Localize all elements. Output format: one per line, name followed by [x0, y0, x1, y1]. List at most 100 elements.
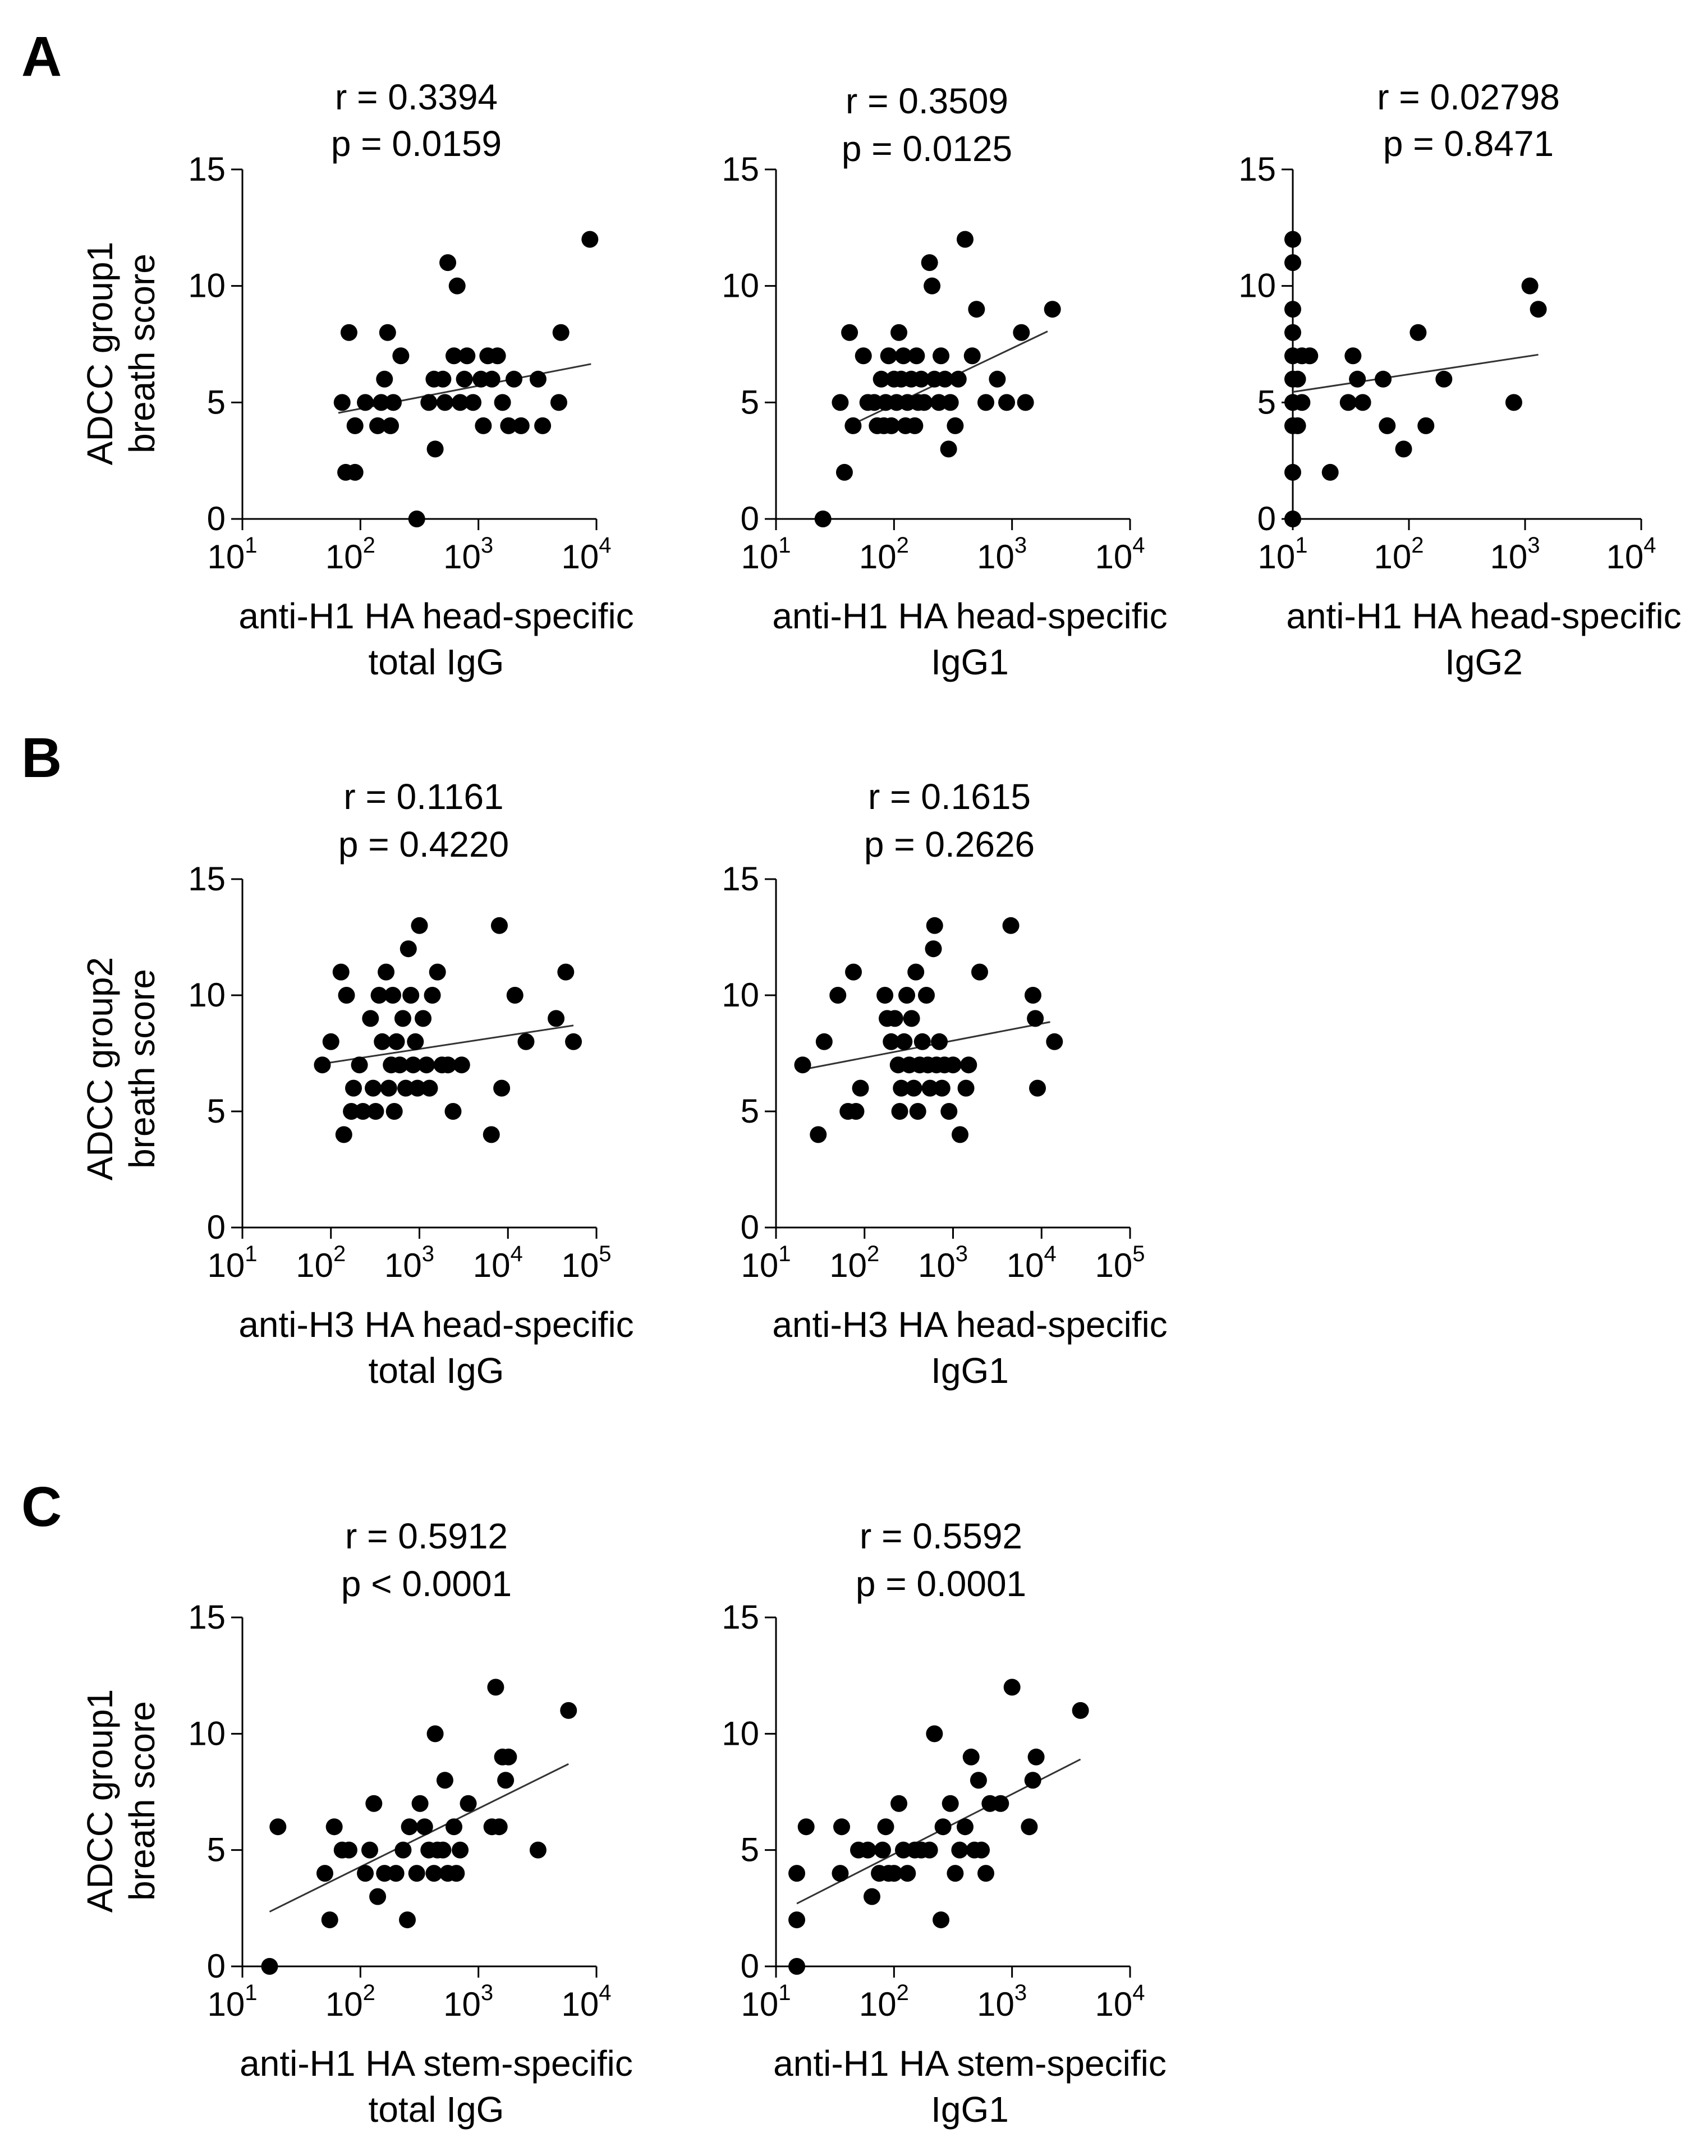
data-point-b1 [345, 1079, 362, 1097]
data-point-b1 [378, 963, 395, 981]
y-tick-label-b2: 10 [722, 976, 759, 1014]
data-point-b1 [391, 1056, 408, 1074]
data-point-b2 [898, 987, 916, 1004]
stat-p-c1: p < 0.0001 [341, 1564, 512, 1604]
stat-r-c1: r = 0.5912 [345, 1516, 508, 1556]
data-point-b2 [794, 1056, 811, 1074]
stat-r-b1: r = 0.1161 [343, 776, 503, 817]
data-point-c1 [261, 1958, 278, 1975]
data-point-a1 [512, 417, 530, 434]
y-tick-label-c2: 15 [722, 1598, 759, 1636]
data-point-a2 [1013, 324, 1030, 341]
x-tick-base: 10 [325, 1985, 363, 2023]
y-tick-label-c1: 0 [207, 1947, 226, 1985]
x-tick-exponent: 1 [778, 533, 791, 558]
data-point-b1 [405, 1056, 422, 1074]
data-point-a1 [475, 417, 492, 434]
x-tick-exponent: 1 [778, 1242, 791, 1266]
data-point-c2 [885, 1865, 903, 1882]
data-point-b1 [385, 1103, 403, 1120]
x-tick-exponent: 3 [481, 533, 493, 558]
x-tick-exponent: 2 [897, 533, 909, 558]
x-tick-label-c2: 104 [1095, 1980, 1145, 2023]
data-point-b1 [407, 1033, 424, 1050]
data-point-a2 [963, 347, 981, 365]
data-point-b1 [384, 987, 402, 1004]
data-point-c1 [411, 1795, 429, 1812]
data-point-c1 [321, 1911, 338, 1929]
data-point-b1 [332, 963, 350, 981]
y-tick-label-b1: 0 [207, 1208, 226, 1246]
data-point-a3 [1284, 301, 1301, 318]
trend-line-c1 [269, 1763, 569, 1913]
data-point-a2 [940, 440, 957, 458]
x-tick-label-a3: 102 [1374, 533, 1424, 576]
data-point-c2 [926, 1725, 943, 1743]
y-tick-label-c2: 0 [741, 1947, 759, 1985]
xlabel-a3-line2: IgG2 [1445, 642, 1523, 682]
data-point-a2 [916, 394, 933, 411]
data-point-b2 [893, 1079, 910, 1097]
data-point-c2 [833, 1818, 851, 1836]
stat-p-b1: p = 0.4220 [338, 824, 509, 865]
x-tick-label-c1: 104 [562, 1980, 612, 2023]
data-point-b1 [415, 1010, 432, 1027]
x-tick-base: 10 [859, 538, 897, 576]
data-point-a1 [379, 324, 396, 341]
data-point-b2 [951, 1126, 968, 1143]
x-tick-base: 10 [562, 1985, 599, 2023]
x-tick-base: 10 [562, 538, 599, 576]
x-tick-exponent: 2 [1411, 533, 1424, 558]
data-point-a2 [873, 370, 890, 388]
data-point-a3 [1349, 370, 1366, 388]
data-point-a1 [392, 347, 410, 365]
x-tick-label-a2: 102 [859, 533, 909, 576]
x-tick-exponent: 4 [1132, 1980, 1145, 2005]
data-point-b1 [429, 963, 446, 981]
data-point-a2 [947, 417, 964, 434]
data-point-a1 [465, 394, 482, 411]
x-tick-label-c1: 103 [443, 1980, 493, 2023]
data-point-a2 [921, 254, 938, 272]
data-point-b1 [417, 1056, 435, 1074]
data-point-c2 [877, 1818, 894, 1836]
x-tick-exponent: 3 [1527, 533, 1540, 558]
y-tick-label-a2: 10 [722, 267, 759, 305]
data-point-a3 [1289, 417, 1306, 434]
data-point-b2 [931, 1033, 948, 1050]
x-tick-label-c1: 101 [208, 1980, 258, 2023]
data-point-b1 [338, 987, 355, 1004]
data-point-a2 [942, 394, 959, 411]
x-tick-base: 10 [1258, 538, 1296, 576]
data-point-b2 [896, 1033, 913, 1050]
data-point-b1 [506, 987, 524, 1004]
data-point-c2 [947, 1865, 964, 1882]
x-tick-exponent: 5 [599, 1242, 611, 1266]
data-point-c2 [977, 1865, 995, 1882]
y-tick-label-c1: 10 [188, 1714, 226, 1752]
data-point-b1 [322, 1033, 339, 1050]
y-tick-label-a3: 0 [1257, 500, 1276, 537]
data-point-a1 [552, 324, 570, 341]
xlabel-b2-line1: anti-H3 HA head-specific [772, 1304, 1167, 1345]
data-point-c1 [452, 1841, 469, 1859]
data-point-c2 [788, 1958, 806, 1975]
data-point-a2 [855, 347, 872, 365]
x-tick-label-c2: 102 [859, 1980, 909, 2023]
data-point-a1 [445, 347, 462, 365]
data-point-c2 [962, 1748, 980, 1766]
data-point-b1 [565, 1033, 582, 1050]
y-tick-label-b2: 15 [722, 860, 759, 898]
x-tick-base: 10 [208, 538, 245, 576]
data-point-a3 [1344, 347, 1362, 365]
x-tick-base: 10 [1007, 1247, 1044, 1284]
x-tick-base: 10 [443, 1985, 481, 2023]
data-point-a2 [912, 370, 930, 388]
x-tick-label-b2: 104 [1007, 1242, 1057, 1284]
data-point-a2 [977, 394, 995, 411]
data-point-a1 [581, 231, 599, 248]
data-point-c1 [387, 1865, 405, 1882]
x-tick-exponent: 4 [599, 533, 611, 558]
data-point-a1 [340, 324, 357, 341]
data-point-a2 [841, 324, 858, 341]
